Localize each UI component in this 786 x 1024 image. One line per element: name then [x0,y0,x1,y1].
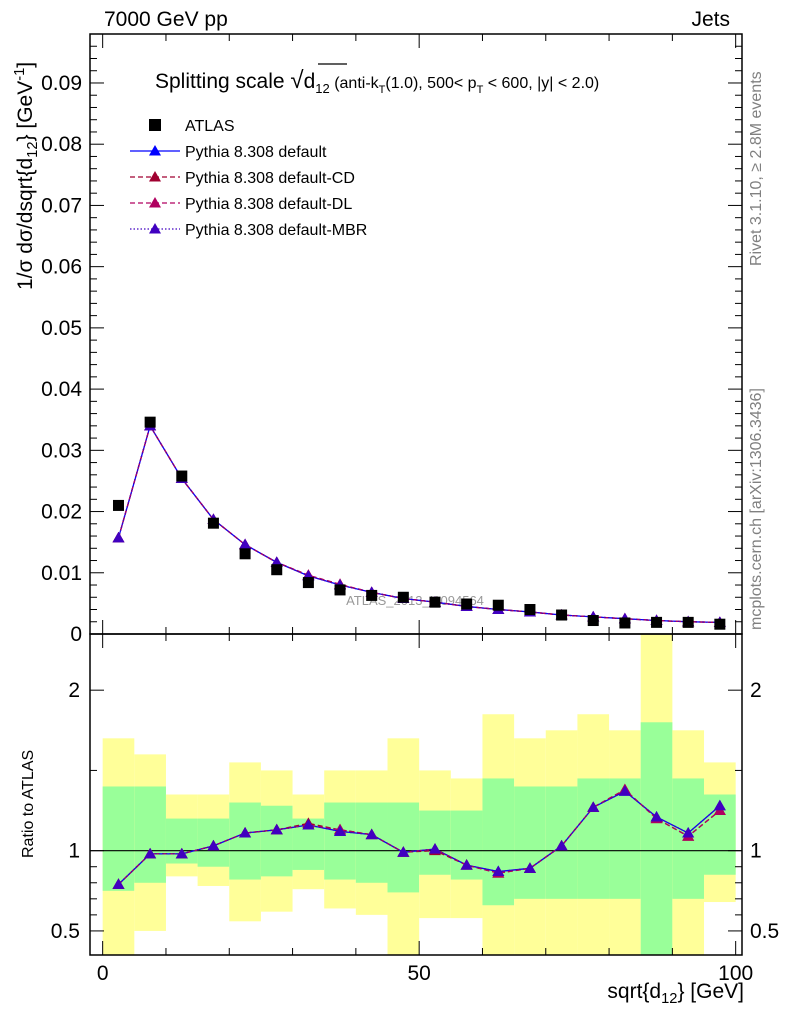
y-tick-label: 0.04 [41,378,82,401]
rivet-label: Rivet 3.1.10, ≥ 2.8M events [748,71,765,266]
inner-band-bin [577,778,610,899]
data-point [714,618,726,630]
ratio-marker [144,847,157,859]
ratio-marker [112,878,125,889]
ratio-y-tick-label: 0.5 [51,920,80,943]
data-point [271,564,283,576]
y-tick-label: 0.03 [41,439,82,462]
series-marker [112,531,125,543]
inner-band-bin [102,786,135,891]
inner-band-bin [419,810,451,875]
x-tick-label: 100 [718,962,753,985]
ratio-y-tick-label-right: 0.5 [750,920,779,943]
inner-band-bin [355,802,388,883]
legend-marker [149,197,161,208]
legend-marker [149,145,161,156]
top-y-axis-label: 1/σ dσ/dsqrt{d12} [GeV-1] [12,61,42,290]
ratio-marker [428,843,441,854]
data-point [556,609,568,621]
y-tick-label: 0.06 [41,256,82,279]
inner-band-bin [134,786,166,883]
legend-label: Pythia 8.308 default-MBR [185,222,367,239]
mcplots-label: mcplots.cern.ch [arXiv:1306.3436] [748,388,765,630]
ratio-marker [682,827,695,838]
ratio-marker [334,825,347,836]
inner-band-bin [514,786,546,899]
data-point [587,615,599,627]
ratio-y-tick-label-right: 1 [750,840,762,863]
x-axis-label: sqrt{d12} [GeV] [607,980,744,1008]
legend-marker-atlas [149,119,161,131]
y-tick-label: 0.05 [41,317,82,340]
data-point [239,548,251,560]
ratio-marker [587,801,600,812]
data-point [429,596,441,608]
y-tick-label: 0.02 [41,501,82,524]
ratio-line [118,790,721,885]
bottom-y-axis-label: Ratio to ATLAS [20,749,37,858]
plot-title: Splitting scale √d12 (anti-kT(1.0), 500<… [155,67,599,96]
data-point [176,470,188,482]
data-point [619,617,631,629]
ratio-marker [492,865,505,877]
y-tick-label: 0.09 [41,72,82,95]
ratio-marker [713,799,726,811]
ratio-marker [207,839,220,851]
energy-label: 7000 GeV pp [104,8,228,31]
legend-label: Pythia 8.308 default-DL [185,196,352,213]
legend-label: Pythia 8.308 default [185,144,327,161]
legend-marker [149,171,161,182]
ratio-y-tick-label: 1 [68,840,80,863]
y-tick-label: 0.01 [41,562,82,585]
legend-label: Pythia 8.308 default-CD [185,170,355,187]
ratio-marker [397,846,410,857]
ratio-marker [523,862,536,873]
inner-band-bin [482,778,515,906]
ratio-marker [270,823,283,835]
data-point [302,577,314,589]
ratio-marker [302,818,315,830]
category-label: Jets [691,8,730,31]
data-point [397,591,409,603]
ratio-marker [555,839,568,851]
ratio-marker [175,847,188,859]
data-point [492,599,504,611]
ratio-marker [618,785,631,796]
series-marker [239,538,252,550]
ratio-y-tick-label: 2 [68,679,80,702]
inner-band-bin [324,802,356,880]
data-point [207,517,219,529]
y-tick-label: 0.07 [41,194,82,217]
ratio-marker [650,810,663,822]
data-point [366,589,378,601]
x-tick-label: 50 [407,962,430,985]
data-point [144,416,156,428]
data-point [682,616,694,628]
y-tick-label: 0 [70,623,82,646]
ratio-y-tick-label-right: 2 [750,679,762,702]
data-point [651,616,663,628]
ratio-marker [460,859,473,870]
bottom-frame [89,633,743,956]
legend-label-atlas: ATLAS [185,118,235,135]
data-point [524,604,536,616]
inner-band-bin [229,802,261,880]
y-tick-label: 0.08 [41,133,82,156]
x-tick-label: 0 [97,962,109,985]
data-point [461,598,473,610]
data-point [112,499,124,511]
inner-band-bin [640,722,673,955]
legend-marker [149,223,161,234]
inner-band-bin [260,805,293,877]
ratio-marker [365,828,378,840]
data-point [334,584,346,596]
ratio-marker [239,827,252,838]
